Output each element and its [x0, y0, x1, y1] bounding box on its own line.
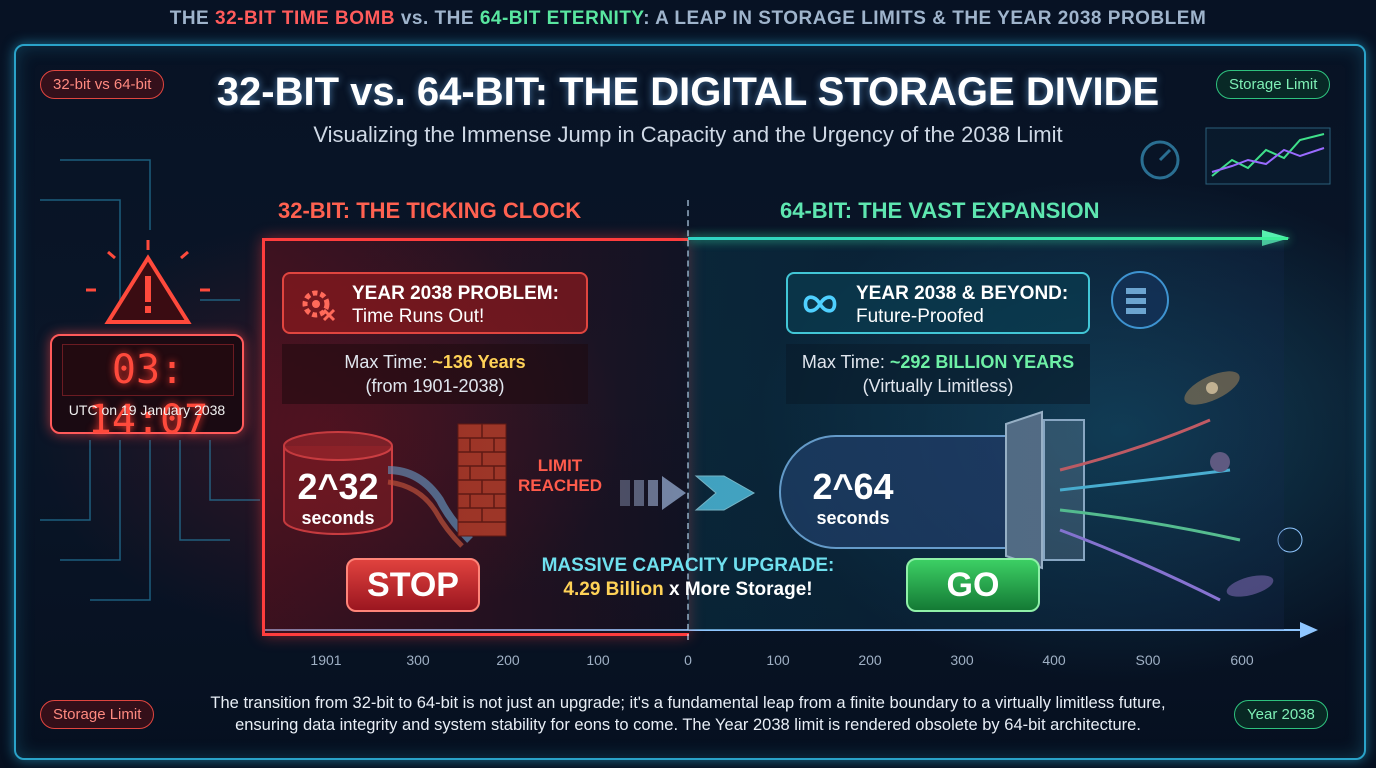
max-time-range: (Virtually Limitless): [862, 376, 1014, 396]
max-time-32bit: Max Time: ~136 Years (from 1901-2038): [282, 344, 588, 404]
exponent-unit: seconds: [301, 508, 375, 528]
card-title: YEAR 2038 PROBLEM:: [352, 283, 559, 304]
exponent-64: 2^64 seconds: [800, 466, 906, 529]
card-year-2038-beyond: YEAR 2038 & BEYOND: Future-Proofed: [786, 272, 1090, 334]
timeline-label: 1901: [310, 652, 342, 668]
card-subtitle: Time Runs Out!: [352, 306, 485, 327]
banner-text: THE: [169, 8, 215, 29]
timeline-label: 600: [1230, 652, 1254, 668]
timeline-label: 100: [766, 652, 790, 668]
circuit-lines: [40, 159, 260, 601]
timeline-label: 300: [406, 652, 430, 668]
upgrade-rest: x More Storage!: [663, 579, 813, 600]
max-time-value: ~136 Years: [432, 352, 526, 372]
limit-reached-label: LIMIT REACHED: [512, 456, 608, 496]
banner-text: vs. THE: [395, 8, 480, 29]
limit-line2: REACHED: [517, 476, 603, 495]
server-icon: [1111, 271, 1169, 329]
footer-text: The transition from 32-bit to 64-bit is …: [168, 692, 1208, 736]
tag-year-2038: Year 2038: [1234, 700, 1328, 729]
storage-capsule-64: [779, 435, 1011, 549]
stop-button: STOP: [346, 558, 480, 612]
capacity-upgrade: MASSIVE CAPACITY UPGRADE: 4.29 Billion x…: [520, 554, 856, 602]
timeline-label: 200: [858, 652, 882, 668]
clock-caption: UTC on 19 January 2038: [68, 402, 226, 418]
page-title: 32-BIT vs. 64-BIT: THE DIGITAL STORAGE D…: [216, 70, 1160, 114]
banner-64bit: 64-BIT ETERNITY: [479, 8, 644, 29]
tag-storage-limit-bottom: Storage Limit: [40, 700, 155, 729]
tag-storage-limit-top: Storage Limit: [1216, 70, 1331, 99]
banner-text: : A LEAP IN STORAGE LIMITS & THE YEAR 20…: [643, 8, 1207, 29]
exponent-value: 2^32: [297, 466, 379, 507]
exponent-value: 2^64: [812, 466, 894, 507]
footer-line2: ensuring data integrity and system stabi…: [235, 716, 1141, 734]
timeline-label: 100: [586, 652, 610, 668]
panel-64bit-topline: [688, 237, 1288, 240]
open-door-icon: [1005, 410, 1085, 570]
upgrade-multiplier: 4.29 Billion: [563, 579, 664, 600]
go-button: GO: [906, 558, 1040, 612]
max-time-label: Max Time:: [344, 352, 433, 372]
top-banner: THE 32-BIT TIME BOMB vs. THE 64-BIT ETER…: [0, 8, 1376, 30]
line-chart-icon: [1205, 127, 1331, 185]
warning-icon: [86, 240, 210, 324]
max-time-value: ~292 BILLION YEARS: [889, 352, 1075, 372]
footer-line1: The transition from 32-bit to 64-bit is …: [210, 694, 1166, 712]
exponent-32: 2^32 seconds: [290, 466, 386, 529]
banner-32bit: 32-BIT TIME BOMB: [215, 8, 396, 29]
limit-line1: LIMIT: [537, 456, 583, 475]
storage-cylinder-32: [283, 431, 393, 535]
data-streams: [1059, 418, 1241, 602]
upgrade-headline: MASSIVE CAPACITY UPGRADE:: [541, 555, 835, 576]
section-title-64bit: 64-BIT: THE VAST EXPANSION: [780, 198, 1100, 223]
timeline-label: 200: [496, 652, 520, 668]
brick-wall-icon: [457, 423, 507, 537]
timeline-label: S00: [1135, 652, 1161, 668]
infinity-icon: [803, 295, 837, 313]
outer-frame: [14, 44, 1366, 760]
card-subtitle: Future-Proofed: [856, 306, 984, 327]
broken-gear-icon: [302, 290, 336, 322]
page-subtitle: Visualizing the Immense Jump in Capacity…: [313, 122, 1063, 147]
card-title: YEAR 2038 & BEYOND:: [856, 283, 1069, 304]
clock-time: 03: 14:07: [62, 344, 234, 443]
digital-clock: 03: 14:07 UTC on 19 January 2038: [50, 334, 244, 443]
max-time-range: (from 1901-2038): [365, 376, 505, 396]
galaxy-icon: [1184, 371, 1303, 597]
timeline-label: 300: [950, 652, 974, 668]
max-time-64bit: Max Time: ~292 BILLION YEARS (Virtually …: [786, 344, 1090, 404]
gauge-icon: [1140, 140, 1180, 180]
timeline-label: 0: [684, 652, 692, 668]
tag-32-vs-64: 32-bit vs 64-bit: [40, 70, 165, 99]
exponent-unit: seconds: [816, 508, 890, 528]
transition-arrows: [620, 475, 756, 511]
center-divider: [687, 200, 689, 640]
section-title-32bit: 32-BIT: THE TICKING CLOCK: [278, 198, 582, 223]
timeline-label: 400: [1042, 652, 1066, 668]
max-time-label: Max Time:: [801, 352, 890, 372]
card-year-2038-problem: YEAR 2038 PROBLEM: Time Runs Out!: [282, 272, 588, 334]
